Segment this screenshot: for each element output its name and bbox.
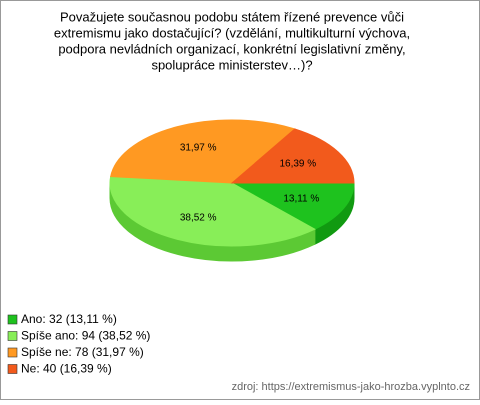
slice [230,182,355,230]
value-label: 16,39 % [279,158,316,169]
value-label: 13,11 % [283,193,319,204]
value-label: 38,52 % [180,213,217,224]
chart-title: extremismu jako dostačující? (vzdělání, … [54,25,410,40]
legend-label: Spíše ne: 78 (31,97 %) [21,345,144,359]
chart-title: podpora nevládních organizací, konkrétní… [58,41,405,56]
slice [110,119,296,184]
legend-swatch [7,364,18,374]
legend-swatch [7,347,18,358]
slice [109,176,316,247]
legend-swatch [7,314,18,325]
legend-label: Spíše ano: 94 (38,52 %) [21,329,150,343]
chart-title: Považujete současnou podobu státem řízen… [60,9,404,24]
slice [230,128,355,184]
chart-title: spolupráce ministerstev…)? [151,57,312,72]
source: zdroj: https://extremismus-jako-hrozba.v… [232,381,470,393]
value-label: 31,97 % [180,143,217,154]
legend-swatch [7,331,18,341]
legend-label: Ne: 40 (16,39 %) [21,362,112,376]
legend-label: Ano: 32 (13,11 %) [21,312,117,326]
